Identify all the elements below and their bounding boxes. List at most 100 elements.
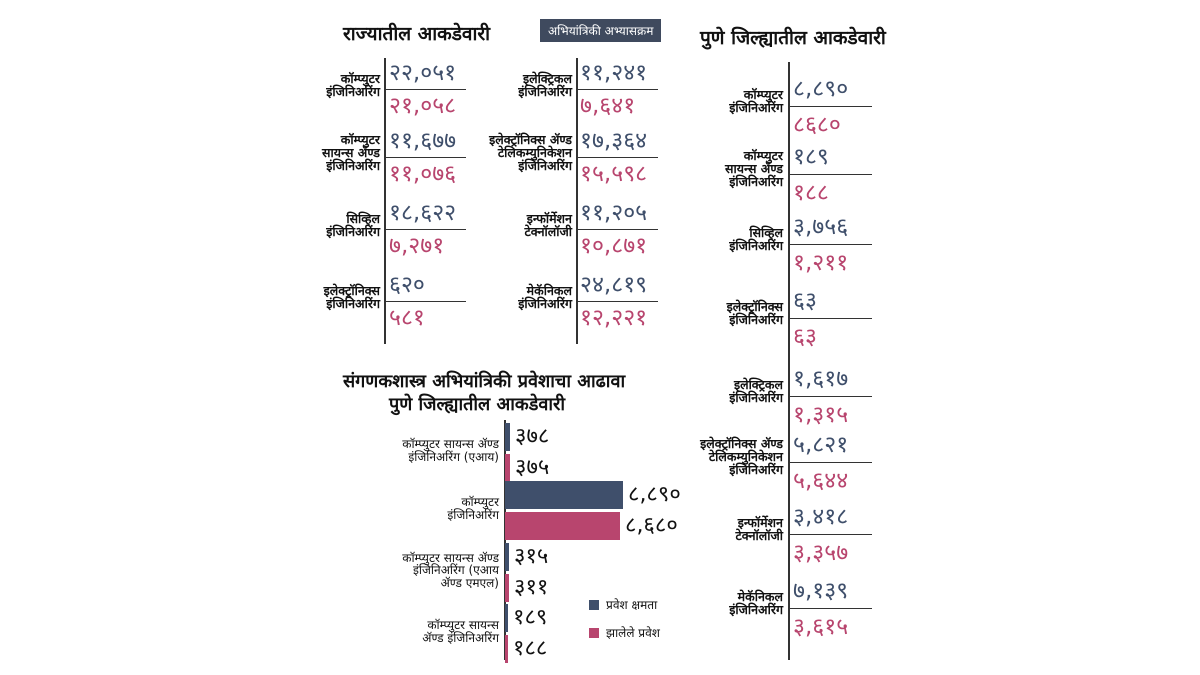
pune-stat-label-line: टेक्नॉलॉजी — [735, 528, 783, 543]
state-middle-stat-label-line: टेक्नॉलॉजी — [524, 224, 572, 239]
pune-stat-label-line: इंजिनिअरिंग — [729, 602, 783, 617]
state-middle-stat-underline — [578, 89, 658, 90]
state-middle-stat-label-line: इंजिनिअरिंग — [518, 158, 572, 173]
state-left-stat-label-line: इंजिनिअरिंग — [326, 224, 380, 239]
chart-bar-capacity — [505, 481, 623, 509]
pune-stat-underline — [790, 318, 872, 319]
pune-stat-label-line: इंजिनिअरिंग — [729, 390, 783, 405]
state-left-stat-label-line: कॉम्प्युटर — [340, 71, 380, 86]
state-left-stat-label-line: इलेक्ट्रॉनिक्स — [323, 283, 380, 298]
pune-stat-capacity: ३,४१८ — [793, 504, 849, 530]
chart-bar-value: ८,६८० — [625, 513, 678, 538]
state-middle-stat-underline — [578, 157, 658, 158]
pune-stat-capacity: ३,७५६ — [793, 214, 849, 240]
state-middle-divider — [576, 58, 578, 344]
chart-category-line: इंजिनिअरिंग (एआय) — [408, 449, 499, 464]
pune-stat-label-line: इंजिनिअरिंग — [729, 312, 783, 327]
pune-stat-capacity: ७,१३९ — [793, 578, 849, 604]
pune-stat-capacity: १८९ — [793, 144, 829, 170]
pune-divider — [788, 62, 790, 660]
pune-stat-label-line: इलेक्ट्रॉनिक्स ॲण्ड — [700, 436, 783, 451]
chart-category-line: कॉम्प्युटर सायन्स ॲण्ड — [402, 550, 499, 565]
state-middle-stat-admitted: १५,५९८ — [580, 161, 648, 187]
pune-stat-capacity: ८,८९० — [793, 76, 849, 102]
legend-admitted-label: झालेले प्रवेश — [606, 626, 660, 640]
chart-bar-value: ३७५ — [515, 455, 550, 480]
pune-stat-admitted: ६३ — [793, 324, 817, 350]
chart-bar-value: ३१५ — [514, 544, 549, 569]
section-badge: अभियांत्रिकी अभ्यासक्रम — [540, 19, 662, 42]
pune-stat-capacity: ६३ — [793, 288, 817, 314]
chart-bar-value: ८,८९० — [628, 482, 681, 507]
pune-stat-label-line: इलेक्ट्रॉनिक्स — [726, 299, 783, 314]
state-middle-stat-capacity: १७,३६४ — [580, 128, 648, 154]
state-left-stat-label: कॉम्प्युटर इंजिनिअरिंग — [326, 72, 380, 98]
pune-stat-label-line: सिव्हिल — [749, 225, 783, 240]
pune-stat-label: कॉम्प्युटर सायन्स ॲण्ड इंजिनिअरिंग — [725, 149, 783, 188]
chart-subtitle: पुणे जिल्ह्यातील आकडेवारी — [389, 394, 566, 415]
state-left-divider — [384, 58, 386, 344]
pune-stat-underline — [790, 244, 872, 245]
state-left-stat-label: इलेक्ट्रॉनिक्स इंजिनिअरिंग — [324, 284, 380, 310]
state-left-stat-capacity: ११,६७७ — [389, 128, 457, 154]
state-middle-stat-label-line: इंजिनिअरिंग — [518, 296, 572, 311]
state-middle-stat-label: मेकॅनिकल इंजिनिअरिंग — [518, 284, 572, 310]
legend-admitted: झालेले प्रवेश — [589, 624, 660, 641]
state-left-stat-capacity: १८,६२२ — [389, 200, 457, 226]
state-middle-stat-label-line: इलेक्ट्रिकल — [522, 71, 572, 86]
chart-bar-capacity — [505, 604, 508, 632]
pune-stat-label-line: इंजिनिअरिंग — [729, 100, 783, 115]
chart-bar-value: १८८ — [513, 636, 548, 661]
pune-stat-underline — [790, 106, 872, 107]
chart-bar-capacity — [505, 543, 509, 571]
chart-bar-value: १८९ — [513, 605, 548, 630]
state-middle-stat-admitted: १०,८७१ — [580, 233, 648, 259]
pune-heading: पुणे जिल्ह्यातील आकडेवारी — [700, 27, 886, 49]
pune-stat-admitted: ३,६१५ — [793, 614, 849, 640]
state-middle-stat-label-line: इंजिनिअरिंग — [518, 84, 572, 99]
chart-category-label: कॉम्प्युटर सायन्स ॲण्ड इंजिनिअरिंग (एआय ॲण… — [402, 550, 499, 590]
pune-stat-label-line: इंजिनिअरिंग — [729, 462, 783, 477]
pune-stat-label-line: इन्फॉर्मेशन — [737, 515, 783, 530]
pune-stat-label-line: इलेक्ट्रिकल — [733, 377, 783, 392]
pune-stat-admitted: ३,३५७ — [793, 540, 849, 566]
state-middle-stat-label: इलेक्ट्रॉनिक्स ॲण्ड टेलिकम्युनिकेशन इंजिनि… — [489, 133, 572, 172]
chart-category-line: कॉम्प्युटर — [461, 495, 499, 509]
pune-stat-capacity: १,६१७ — [793, 366, 849, 392]
pune-stat-underline — [790, 396, 872, 397]
state-middle-stat-capacity: ११,२०५ — [580, 200, 648, 226]
legend-admitted-swatch — [589, 627, 599, 638]
state-left-stat-capacity: २२,०५१ — [389, 60, 457, 86]
state-left-stat-label-line: इंजिनिअरिंग — [326, 296, 380, 311]
pune-stat-label-line: कॉम्प्युटर — [743, 148, 783, 163]
pune-stat-underline — [790, 462, 872, 463]
pune-stat-label: इलेक्ट्रिकल इंजिनिअरिंग — [729, 378, 783, 404]
pune-stat-admitted: ८६८० — [793, 112, 841, 138]
state-middle-stat-label-line: इन्फॉर्मेशन — [526, 211, 572, 226]
state-left-stat-label-line: सायन्स ॲण्ड — [322, 145, 380, 160]
pune-stat-label: इलेक्ट्रॉनिक्स ॲण्ड टेलिकम्युनिकेशन इंजिनि… — [700, 437, 783, 476]
chart-category-line: कॉम्प्युटर सायन्स ॲण्ड — [402, 437, 499, 451]
state-left-stat-underline — [386, 301, 466, 302]
pune-stat-label: मेकॅनिकल इंजिनिअरिंग — [729, 590, 783, 616]
state-heading: राज्यातील आकडेवारी — [343, 23, 491, 45]
chart-category-label: कॉम्प्युटर सायन्स ॲण्ड इंजिनिअरिंग (एआय) — [402, 438, 499, 463]
state-left-stat-underline — [386, 229, 466, 230]
state-left-stat-admitted: २१,०५८ — [389, 93, 457, 119]
state-left-stat-admitted: ७,२७१ — [389, 233, 445, 259]
state-middle-stat-label-line: मेकॅनिकल — [526, 283, 572, 298]
chart-category-label: कॉम्प्युटर इंजिनिअरिंग — [447, 496, 499, 521]
state-middle-stat-underline — [578, 229, 658, 230]
legend-capacity-label: प्रवेश क्षमता — [606, 598, 658, 612]
state-left-stat-label-line: सिव्हिल — [346, 211, 380, 226]
chart-category-line: इंजिनिअरिंग (एआय — [413, 563, 499, 577]
state-left-stat-capacity: ६२० — [389, 272, 425, 298]
chart-bar-admitted — [505, 635, 508, 663]
pune-stat-label: कॉम्प्युटर इंजिनिअरिंग — [729, 88, 783, 114]
pune-stat-label-line: सायन्स ॲण्ड — [725, 161, 783, 176]
chart-category-line: ॲण्ड इंजिनिअरिंग — [422, 630, 499, 645]
state-left-stat-label-line: कॉम्प्युटर — [340, 132, 380, 147]
pune-stat-label: इन्फॉर्मेशन टेक्नॉलॉजी — [735, 516, 783, 542]
state-left-stat-label-line: इंजिनिअरिंग — [326, 84, 380, 99]
chart-category-line: ॲण्ड एमएल) — [440, 575, 499, 590]
